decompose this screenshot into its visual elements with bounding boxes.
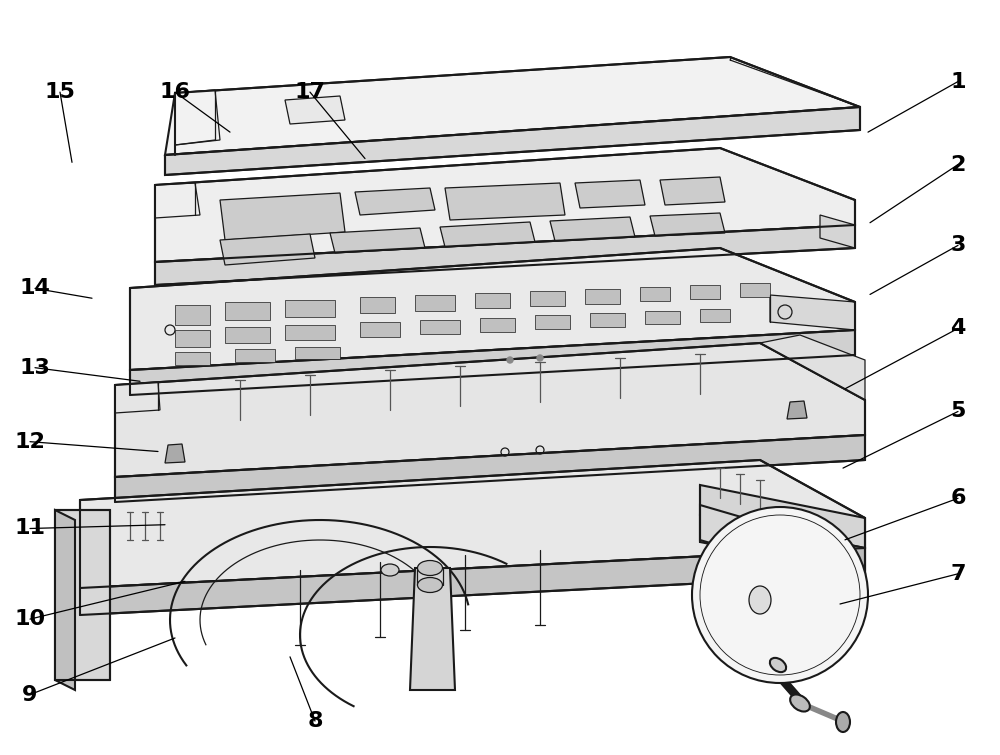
Polygon shape bbox=[330, 228, 425, 253]
Polygon shape bbox=[155, 183, 200, 218]
Polygon shape bbox=[80, 460, 865, 588]
Text: 11: 11 bbox=[14, 519, 46, 538]
Text: 15: 15 bbox=[45, 82, 75, 102]
Polygon shape bbox=[690, 285, 720, 299]
Polygon shape bbox=[550, 217, 635, 241]
Polygon shape bbox=[700, 309, 730, 322]
Text: 9: 9 bbox=[22, 685, 38, 704]
Polygon shape bbox=[130, 330, 855, 395]
Text: 8: 8 bbox=[307, 711, 323, 731]
Polygon shape bbox=[225, 302, 270, 320]
Polygon shape bbox=[285, 96, 345, 124]
Polygon shape bbox=[360, 297, 395, 313]
Polygon shape bbox=[590, 313, 625, 327]
Polygon shape bbox=[475, 293, 510, 308]
Polygon shape bbox=[585, 289, 620, 304]
Polygon shape bbox=[155, 148, 855, 262]
Polygon shape bbox=[220, 234, 315, 265]
Text: 10: 10 bbox=[14, 609, 46, 629]
Polygon shape bbox=[530, 291, 565, 306]
Ellipse shape bbox=[381, 564, 399, 576]
Polygon shape bbox=[640, 287, 670, 301]
Polygon shape bbox=[650, 213, 725, 236]
Ellipse shape bbox=[836, 712, 850, 732]
Polygon shape bbox=[165, 107, 860, 175]
Text: 13: 13 bbox=[20, 358, 50, 378]
Polygon shape bbox=[740, 283, 770, 297]
Text: 7: 7 bbox=[950, 564, 966, 584]
Ellipse shape bbox=[749, 586, 771, 614]
Polygon shape bbox=[420, 320, 460, 334]
Text: 14: 14 bbox=[20, 279, 50, 298]
Polygon shape bbox=[415, 295, 455, 311]
Polygon shape bbox=[700, 515, 865, 575]
Polygon shape bbox=[575, 180, 645, 208]
Polygon shape bbox=[535, 315, 570, 329]
Polygon shape bbox=[770, 295, 855, 330]
Text: 12: 12 bbox=[15, 432, 45, 451]
Polygon shape bbox=[285, 300, 335, 317]
Text: 4: 4 bbox=[950, 319, 966, 338]
Ellipse shape bbox=[770, 658, 786, 672]
Polygon shape bbox=[165, 57, 860, 155]
Text: 5: 5 bbox=[950, 402, 966, 421]
Polygon shape bbox=[480, 318, 515, 332]
Polygon shape bbox=[295, 347, 340, 359]
Polygon shape bbox=[660, 177, 725, 205]
Polygon shape bbox=[235, 349, 275, 362]
Ellipse shape bbox=[418, 560, 442, 575]
Polygon shape bbox=[175, 90, 220, 145]
Polygon shape bbox=[445, 183, 565, 220]
Circle shape bbox=[507, 357, 513, 363]
Polygon shape bbox=[700, 485, 865, 548]
Polygon shape bbox=[220, 193, 345, 240]
Polygon shape bbox=[175, 352, 210, 365]
Polygon shape bbox=[700, 505, 820, 575]
Polygon shape bbox=[360, 322, 400, 337]
Circle shape bbox=[537, 355, 543, 361]
Polygon shape bbox=[80, 548, 865, 615]
Ellipse shape bbox=[790, 695, 810, 711]
Polygon shape bbox=[355, 188, 435, 215]
Text: 2: 2 bbox=[950, 155, 966, 174]
Polygon shape bbox=[130, 248, 855, 370]
Circle shape bbox=[692, 507, 868, 683]
Polygon shape bbox=[115, 382, 160, 413]
Polygon shape bbox=[440, 222, 535, 247]
Polygon shape bbox=[787, 401, 807, 419]
Text: 1: 1 bbox=[950, 72, 966, 91]
Polygon shape bbox=[155, 225, 855, 285]
Text: 6: 6 bbox=[950, 488, 966, 508]
Polygon shape bbox=[285, 325, 335, 340]
Polygon shape bbox=[410, 568, 455, 690]
Polygon shape bbox=[55, 510, 75, 690]
Polygon shape bbox=[165, 444, 185, 463]
Polygon shape bbox=[115, 343, 865, 477]
Polygon shape bbox=[175, 305, 210, 325]
Text: 16: 16 bbox=[160, 82, 190, 102]
Polygon shape bbox=[225, 327, 270, 343]
Polygon shape bbox=[760, 335, 865, 400]
Text: 3: 3 bbox=[950, 236, 966, 255]
Polygon shape bbox=[645, 311, 680, 324]
Text: 17: 17 bbox=[294, 82, 326, 102]
Polygon shape bbox=[55, 510, 110, 680]
Polygon shape bbox=[820, 215, 855, 248]
Polygon shape bbox=[175, 330, 210, 347]
Polygon shape bbox=[115, 435, 865, 502]
Ellipse shape bbox=[418, 578, 442, 593]
